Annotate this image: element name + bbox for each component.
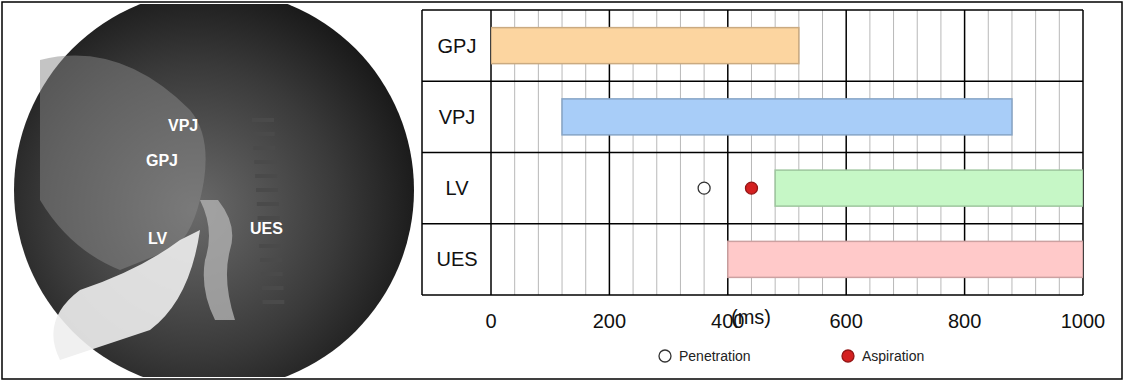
interval-bar <box>562 99 1012 135</box>
interval-bar <box>491 28 799 64</box>
xray-ruler <box>256 188 278 192</box>
xray-image <box>14 4 414 377</box>
legend-label: Aspiration <box>862 348 924 364</box>
xray-tissue <box>40 56 206 270</box>
xray-ruler <box>252 118 274 122</box>
interval-bar <box>728 241 1083 277</box>
row-line <box>422 152 1083 154</box>
legend-symbol <box>842 350 854 362</box>
events <box>698 182 757 194</box>
tick-label: 1000 <box>1061 310 1106 332</box>
tick-label: 800 <box>948 310 981 332</box>
event-marker <box>698 182 710 194</box>
xray-ruler <box>262 286 284 290</box>
row-label: UES <box>436 248 477 270</box>
xray-pharynx <box>200 200 235 320</box>
xray-field <box>14 4 414 377</box>
tick-label: 200 <box>593 310 626 332</box>
xray-ruler <box>257 202 279 206</box>
legend: Penetration Aspiration <box>659 348 924 364</box>
event-marker <box>745 182 757 194</box>
row-label: VPJ <box>439 106 476 128</box>
row-line <box>422 81 1083 83</box>
row-line <box>422 294 1083 296</box>
legend-label: Penetration <box>679 348 751 364</box>
image-label: UES <box>250 220 283 237</box>
row-label: GPJ <box>438 35 477 57</box>
xray-ruler <box>259 244 281 248</box>
xray-ruler <box>254 146 276 150</box>
legend-symbol <box>659 350 671 362</box>
interval-bar <box>775 170 1083 206</box>
xray-ruler <box>253 132 275 136</box>
figure: VPJGPJLVUESGPJVPJLVUES02004006008001000(… <box>0 0 1124 381</box>
xray-ruler <box>255 174 277 178</box>
row-line <box>422 223 1083 225</box>
figure-border <box>2 2 1122 379</box>
row-label: LV <box>446 177 470 199</box>
image-label: GPJ <box>146 152 178 169</box>
tick-label: 0 <box>485 310 496 332</box>
xray-ruler <box>262 300 284 304</box>
image-label: LV <box>148 230 168 247</box>
axis-label: (ms) <box>731 306 771 328</box>
row-line <box>422 9 1083 11</box>
xray-ruler <box>254 160 276 164</box>
tick-label: 600 <box>830 310 863 332</box>
image-label: VPJ <box>168 117 198 134</box>
xray-ruler <box>261 272 283 276</box>
xray-ruler <box>260 258 282 262</box>
xray-contrast <box>53 230 200 360</box>
